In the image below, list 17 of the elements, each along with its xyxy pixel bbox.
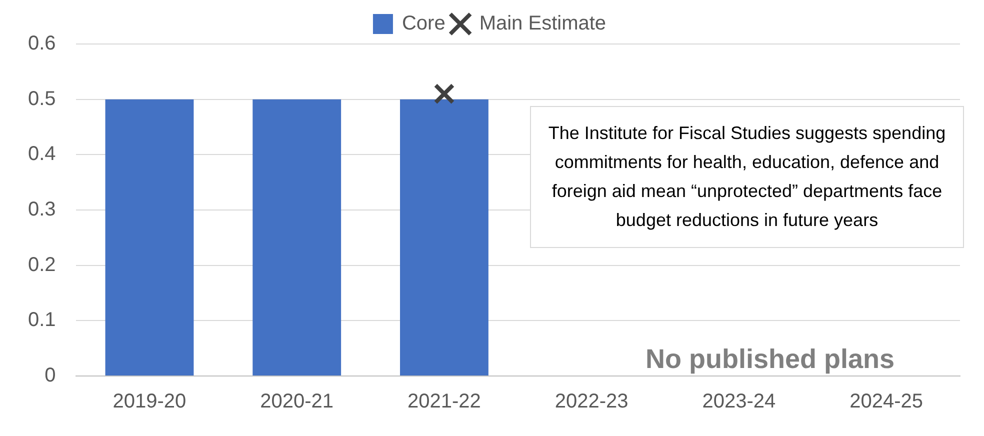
x-tick-label: 2019-20 <box>112 390 186 413</box>
legend-label: Main Estimate <box>479 12 606 35</box>
legend-label: Core <box>402 12 446 35</box>
x-tick-label: 2023-24 <box>702 390 776 413</box>
x-tick-label: 2022-23 <box>554 390 628 413</box>
y-tick-label: 0.4 <box>28 143 56 166</box>
y-tick-label: 0 <box>44 364 56 387</box>
x-tick-label: 2020-21 <box>260 390 334 413</box>
y-tick-label: 0.1 <box>28 309 56 332</box>
x-tick-label: 2021-22 <box>408 390 481 413</box>
y-tick-label: 0.6 <box>28 32 56 55</box>
x-tick-label: 2024-25 <box>850 390 924 413</box>
y-tick-label: 0.5 <box>28 88 56 110</box>
y-tick-label: 0.3 <box>28 198 56 221</box>
annotation: The Institute for Fiscal Studies suggests spending commitments for health, education, defence and foreign aid mean “unprotected” departments face budget reductions in future years <box>530 106 964 248</box>
y-tick-label: 0.2 <box>28 254 56 276</box>
annotation: No published plans <box>644 344 896 375</box>
